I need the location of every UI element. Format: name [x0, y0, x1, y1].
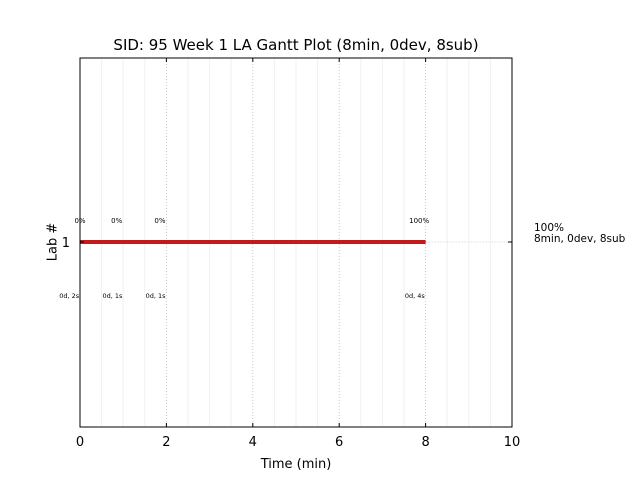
chart-title: SID: 95 Week 1 LA Gantt Plot (8min, 0dev…: [113, 36, 478, 54]
x-tick-label: 2: [162, 435, 170, 450]
x-tick-label: 0: [76, 435, 84, 450]
mark-layer: 0% 0% 0% 100%0d, 2s 0d, 1s 0d, 1s 0d, 4s: [59, 217, 512, 300]
percent-annotation: 0%: [111, 217, 122, 225]
x-tick-label: 4: [249, 435, 257, 450]
event-annotation: 0d, 1s: [146, 292, 167, 300]
y-tick-label: 1: [62, 236, 70, 251]
event-annotation: 0d, 2s: [59, 292, 80, 300]
x-tick-label: 10: [504, 435, 521, 450]
percent-annotation: 100%: [409, 217, 429, 225]
percent-annotation: 0%: [154, 217, 165, 225]
summary-stats: 8min, 0dev, 8sub: [534, 233, 626, 245]
event-annotation: 0d, 4s: [405, 292, 426, 300]
x-tick-label: 8: [421, 435, 429, 450]
x-axis-label: Time (min): [260, 457, 332, 472]
event-annotation: 0d, 1s: [102, 292, 123, 300]
tick-layer: 0 2 4 6 8 10 1: [62, 58, 521, 450]
y-axis-label: Lab #: [46, 223, 61, 262]
summary-percent: 100%: [534, 222, 564, 234]
x-tick-label: 6: [335, 435, 343, 450]
